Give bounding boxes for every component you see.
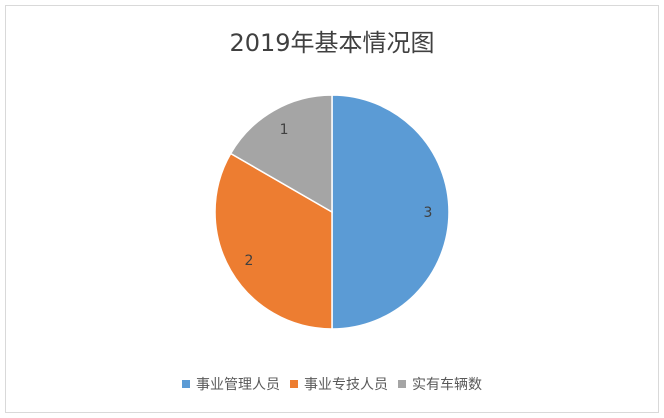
chart-frame: 2019年基本情况图 3 2 1 事业管理人员 事业专技人员 实有车辆数 xyxy=(5,5,659,413)
data-label: 2 xyxy=(244,253,253,269)
data-label: 1 xyxy=(280,122,289,138)
legend-swatch-icon xyxy=(398,380,406,388)
legend-label: 实有车辆数 xyxy=(412,377,482,393)
data-label: 3 xyxy=(423,205,432,221)
legend-swatch-icon xyxy=(290,380,298,388)
legend-item-technical: 事业专技人员 xyxy=(290,374,388,394)
legend-label: 事业管理人员 xyxy=(196,377,280,393)
legend-item-vehicles: 实有车辆数 xyxy=(398,374,482,394)
pie-slice-0 xyxy=(331,94,450,330)
legend: 事业管理人员 事业专技人员 实有车辆数 xyxy=(6,374,658,394)
pie-slice-1 xyxy=(214,152,333,330)
pie-slice-2 xyxy=(229,94,333,214)
chart-title: 2019年基本情况图 xyxy=(229,29,435,57)
legend-label: 事业专技人员 xyxy=(304,377,388,393)
pie-chart: 3 2 1 xyxy=(214,94,450,330)
legend-swatch-icon xyxy=(182,380,190,388)
legend-item-management: 事业管理人员 xyxy=(182,374,280,394)
